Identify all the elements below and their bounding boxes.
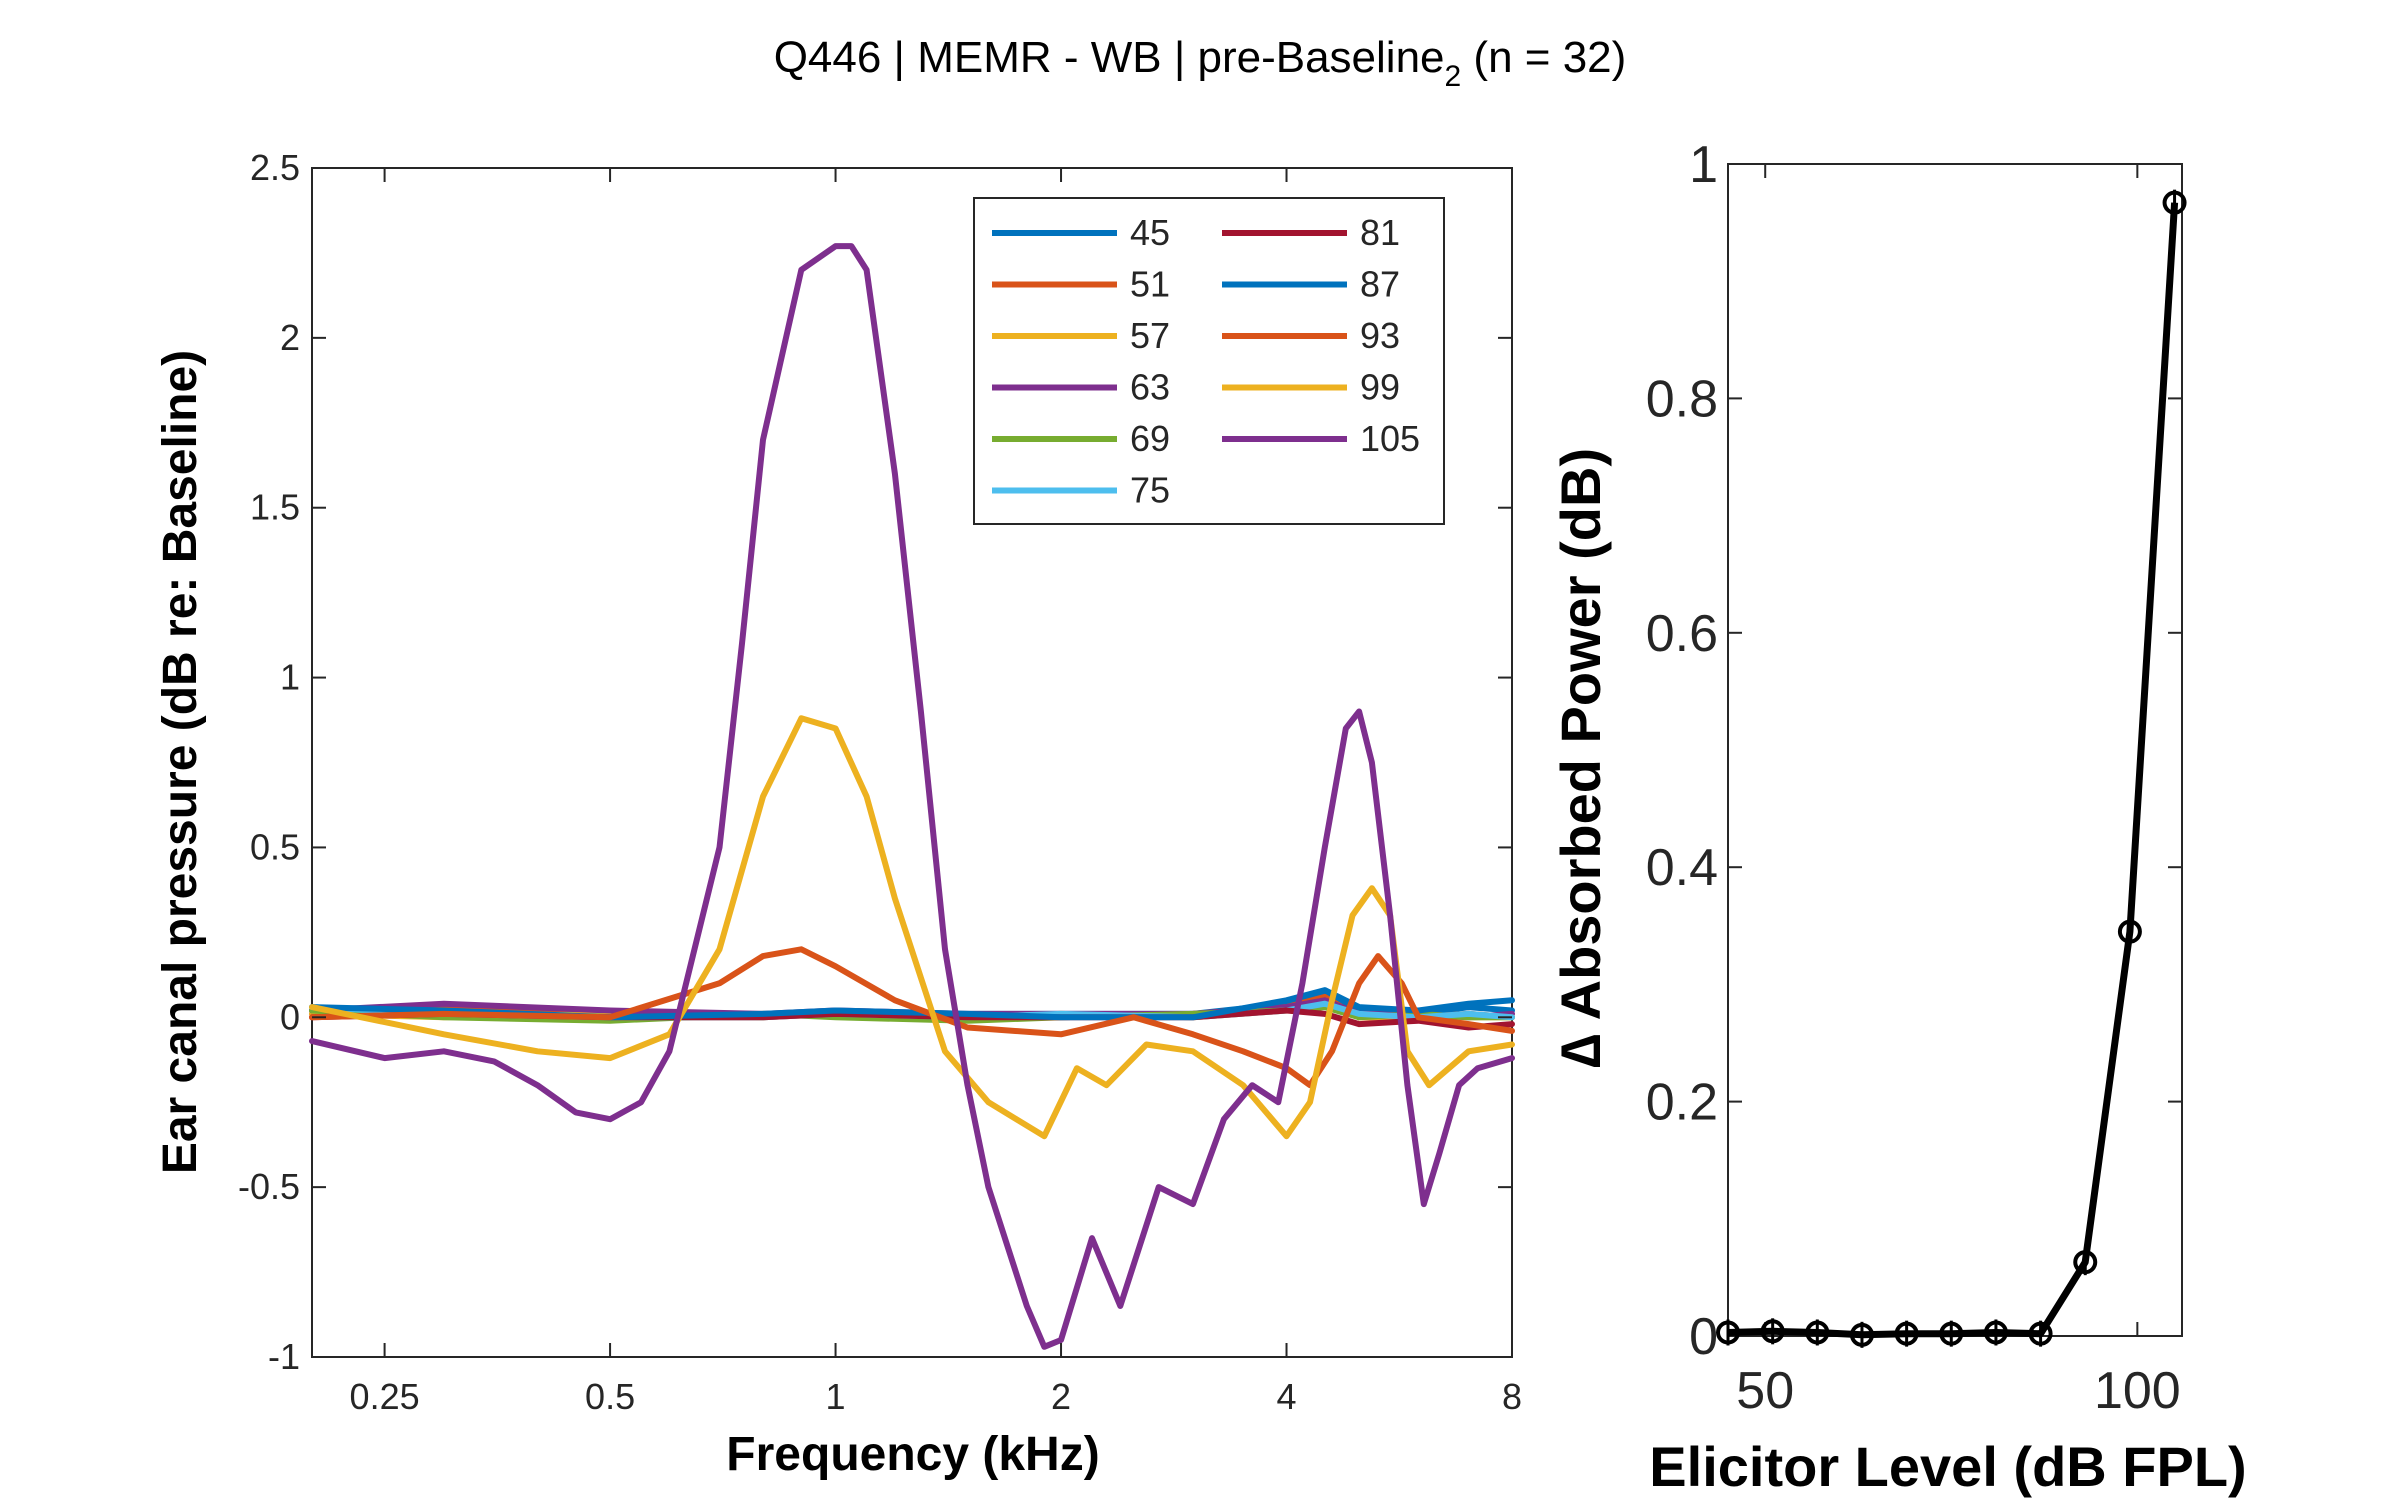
series-line-105 — [309, 243, 1515, 1350]
y-tick-label: -1 — [268, 1336, 300, 1377]
figure-title: Q446 | MEMR - WB | pre-Baseline2 (n = 32… — [774, 33, 1627, 93]
series-line-93 — [309, 946, 1515, 1089]
y-tick-label: 2.5 — [250, 147, 300, 188]
right-y-tick-label: 1 — [1689, 136, 1718, 194]
right-plot-area: 50 100 0 0.2 0.4 0.6 0.8 1 — [1646, 136, 2187, 1420]
x-tick-label: 0.5 — [585, 1376, 635, 1417]
x-tick-label: 8 — [1502, 1376, 1522, 1417]
legend-label-93: 93 — [1360, 315, 1400, 356]
legend-label-81: 81 — [1360, 212, 1400, 253]
frequency-response-chart: 0.25 0.5 1 2 4 8 -1 -0.5 0 0.5 1 1.5 2 2.5 Frequency … — [154, 147, 1522, 1481]
x-tick-label: 2 — [1051, 1376, 1071, 1417]
right-y-tick-label: 0.2 — [1646, 1074, 1718, 1132]
absorbed-power-chart: 50 100 0 0.2 0.4 0.6 0.8 1 Elicitor Level (dB F… — [1549, 136, 2247, 1498]
y-tick-label: 2 — [280, 317, 300, 358]
right-x-tick-label: 50 — [1736, 1362, 1794, 1420]
right-y-axis-label: ∆ Absorbed Power (dB) — [1549, 448, 1612, 1068]
left-x-axis-label: Frequency (kHz) — [726, 1428, 1099, 1481]
right-y-tick-label: 0.4 — [1646, 839, 1718, 897]
legend-label-87: 87 — [1360, 264, 1400, 305]
legend-label-51: 51 — [1130, 264, 1170, 305]
legend-label-63: 63 — [1130, 367, 1170, 408]
left-y-axis-label: Ear canal pressure (dB re: Baseline) — [154, 350, 207, 1174]
x-tick-label: 0.25 — [350, 1376, 420, 1417]
right-y-tick-label: 0.8 — [1646, 370, 1718, 428]
y-tick-label: 1 — [280, 657, 300, 698]
right-x-axis-label: Elicitor Level (dB FPL) — [1649, 1435, 2246, 1498]
legend-label-105: 105 — [1360, 418, 1420, 459]
right-y-tick-label: 0.6 — [1646, 605, 1718, 663]
y-tick-label: -0.5 — [238, 1166, 300, 1207]
legend-label-45: 45 — [1130, 212, 1170, 253]
y-tick-label: 1.5 — [250, 487, 300, 528]
x-tick-label: 1 — [826, 1376, 846, 1417]
legend-label-75: 75 — [1130, 470, 1170, 511]
x-tick-label: 4 — [1277, 1376, 1297, 1417]
legend-label-57: 57 — [1130, 315, 1170, 356]
y-tick-label: 0 — [280, 996, 300, 1037]
legend-label-69: 69 — [1130, 418, 1170, 459]
right-axes-box — [1727, 163, 2183, 1337]
right-y-tick-label: 0 — [1689, 1308, 1718, 1366]
right-x-tick-label: 100 — [2094, 1362, 2181, 1420]
legend-box — [973, 197, 1445, 525]
y-tick-label: 0.5 — [250, 826, 300, 867]
series-line-99 — [309, 715, 1515, 1140]
legend-label-99: 99 — [1360, 367, 1400, 408]
legend: 45 51 57 63 69 75 81 87 93 99 105 — [973, 197, 1445, 525]
